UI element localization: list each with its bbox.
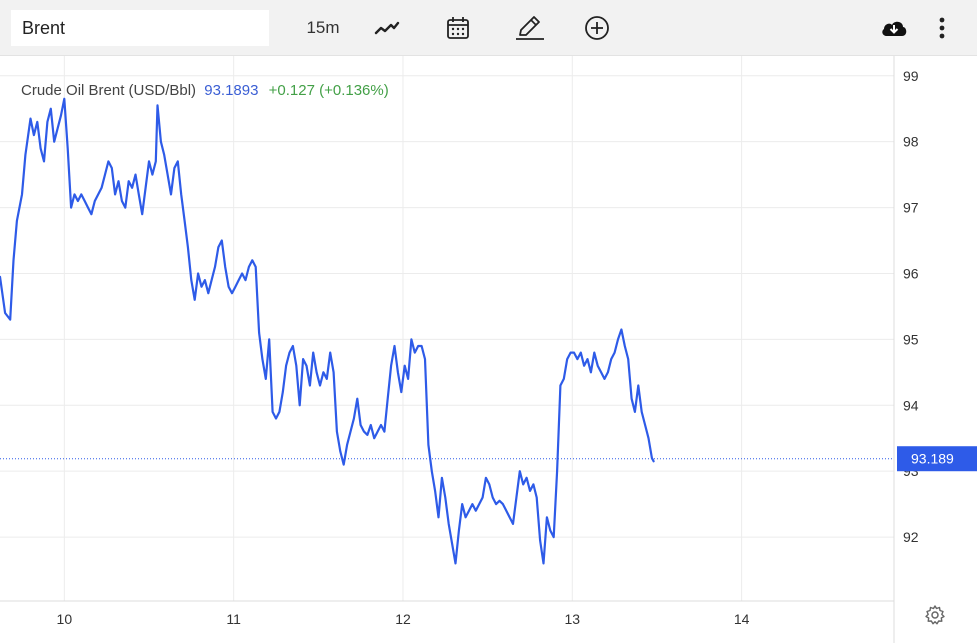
last-price-tag-bg xyxy=(897,446,977,472)
time-tick-label: 11 xyxy=(226,611,241,627)
price-tick-label: 96 xyxy=(903,265,919,281)
time-tick-label: 14 xyxy=(734,611,750,627)
price-tick-label: 95 xyxy=(903,331,919,347)
interval-selector[interactable]: 15m xyxy=(306,18,340,37)
more-vertical-icon[interactable] xyxy=(928,10,956,46)
price-change: +0.127 (+0.136%) xyxy=(268,82,389,99)
time-tick-label: 12 xyxy=(395,611,411,627)
time-tick-label: 10 xyxy=(57,611,73,627)
last-value: 93.1893 xyxy=(204,82,259,99)
price-line xyxy=(0,97,655,565)
price-tick-label: 94 xyxy=(903,397,919,413)
last-price-label: 93.189 xyxy=(911,451,954,467)
price-axis: 9293949596979899 xyxy=(903,68,919,545)
pencil-icon[interactable] xyxy=(512,10,548,46)
cloud-download-icon[interactable] xyxy=(876,10,912,46)
chart-toolbar: Brent 15m xyxy=(0,0,977,56)
line-chart-icon[interactable] xyxy=(370,10,404,46)
symbol-search-input[interactable]: Brent xyxy=(11,10,269,46)
price-tick-label: 92 xyxy=(903,529,919,545)
calendar-icon[interactable] xyxy=(441,10,475,46)
price-tick-label: 99 xyxy=(903,68,919,84)
settings-gear-icon[interactable] xyxy=(924,604,946,626)
chart-grid xyxy=(0,56,894,601)
add-circle-icon[interactable] xyxy=(580,10,614,46)
price-tick-label: 97 xyxy=(903,200,919,216)
time-tick-label: 13 xyxy=(565,611,581,627)
time-axis: 10 11 12 13 14 xyxy=(57,611,750,627)
price-tick-label: 98 xyxy=(903,134,919,150)
